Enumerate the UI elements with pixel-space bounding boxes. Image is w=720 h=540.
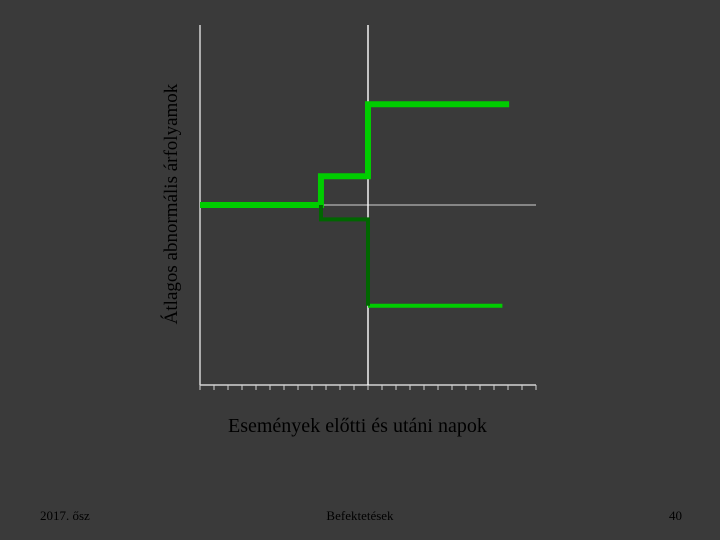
event-study-chart: [190, 15, 546, 395]
chart-area: [190, 15, 546, 400]
y-axis-label: Átlagos abnormális árfolyamok: [161, 24, 183, 384]
slide: Átlagos abnormális árfolyamok Események …: [0, 0, 720, 540]
x-axis-label: Események előtti és utáni napok: [228, 415, 487, 438]
footer-title: Befektetések: [0, 508, 720, 524]
slide-number: 40: [669, 508, 682, 524]
